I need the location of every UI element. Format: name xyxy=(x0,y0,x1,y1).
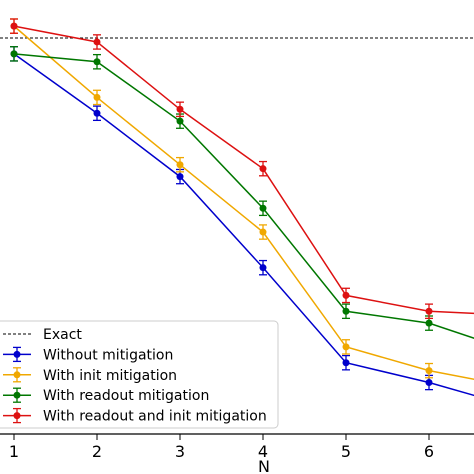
data-point xyxy=(342,343,350,351)
data-point xyxy=(93,58,101,66)
data-point xyxy=(176,105,184,113)
legend-series-label: With init mitigation xyxy=(43,368,177,384)
data-point xyxy=(10,22,18,30)
data-point xyxy=(342,307,350,315)
data-point xyxy=(342,291,350,299)
plot-area xyxy=(0,18,474,397)
x-tick-label: 2 xyxy=(92,442,102,461)
data-point xyxy=(176,117,184,125)
series-line-with-readout-and-init-mitigation xyxy=(13,25,474,315)
data-point xyxy=(176,161,184,169)
data-point xyxy=(176,173,184,181)
x-tick-label: 5 xyxy=(341,442,351,461)
data-point xyxy=(425,319,433,327)
data-point xyxy=(93,109,101,117)
x-axis-label: N xyxy=(258,457,270,474)
data-point xyxy=(259,165,267,173)
legend-exact-label: Exact xyxy=(43,327,82,343)
data-point xyxy=(425,367,433,375)
legend-series-label: Without mitigation xyxy=(43,347,173,363)
legend-point-marker xyxy=(13,371,21,379)
data-point xyxy=(10,50,18,58)
legend-box xyxy=(0,320,279,429)
data-point xyxy=(342,359,350,367)
axes: N 1 2 3 4 5 6 xyxy=(0,433,474,474)
legend-series-label: With readout and init mitigation xyxy=(43,409,267,425)
data-point xyxy=(93,93,101,101)
data-point xyxy=(259,228,267,236)
legend-point-marker xyxy=(13,350,21,358)
x-tick-label: 4 xyxy=(258,442,268,461)
data-point xyxy=(425,307,433,315)
legend-point-marker xyxy=(13,391,21,399)
data-point xyxy=(425,379,433,387)
x-tick-label: 1 xyxy=(9,442,19,461)
x-tick-label: 3 xyxy=(175,442,185,461)
legend: Exact Without mitigation With init mitigat… xyxy=(0,320,279,429)
data-point xyxy=(259,264,267,272)
legend-point-marker xyxy=(13,412,21,420)
data-point xyxy=(259,204,267,212)
data-point xyxy=(93,38,101,46)
legend-series-label: With readout mitigation xyxy=(43,388,209,404)
x-tick-label: 6 xyxy=(424,442,434,461)
